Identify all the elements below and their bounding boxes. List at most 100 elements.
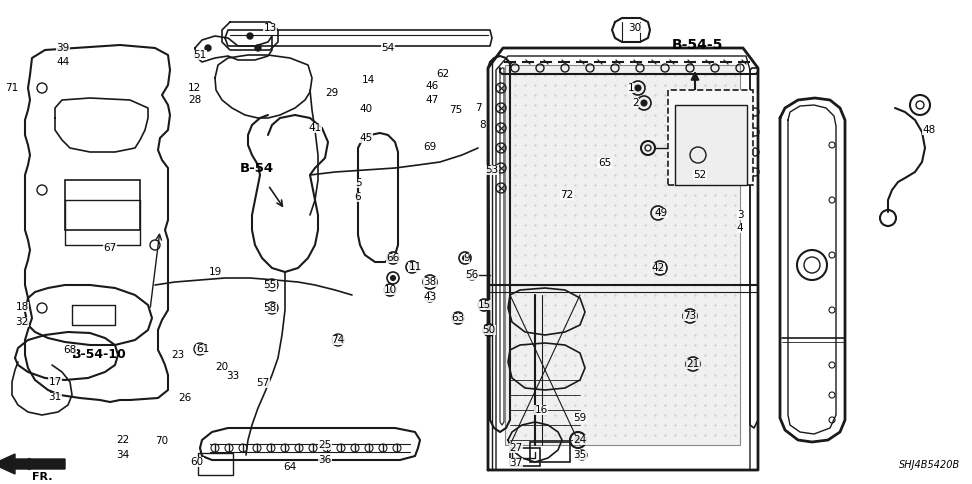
Text: 10: 10: [383, 285, 397, 295]
Text: 41: 41: [308, 123, 322, 133]
Text: 38: 38: [424, 277, 436, 287]
Text: 18: 18: [16, 302, 28, 312]
Text: 9: 9: [464, 253, 470, 263]
Text: 67: 67: [103, 243, 117, 253]
Text: 69: 69: [424, 142, 436, 152]
Text: 35: 35: [573, 450, 587, 460]
Text: B-54-5: B-54-5: [672, 38, 723, 52]
Circle shape: [247, 33, 253, 39]
FancyArrow shape: [0, 454, 65, 474]
Text: 1: 1: [628, 83, 635, 93]
Text: 58: 58: [263, 303, 277, 313]
Text: 24: 24: [573, 435, 587, 445]
Text: 5: 5: [355, 178, 362, 188]
Text: 75: 75: [449, 105, 463, 115]
Circle shape: [690, 361, 696, 367]
Circle shape: [463, 256, 468, 260]
Text: 29: 29: [326, 88, 338, 98]
Bar: [505, 65, 740, 445]
Text: 11: 11: [408, 262, 422, 272]
Text: 46: 46: [426, 81, 438, 91]
Text: 19: 19: [208, 267, 222, 277]
Text: 8: 8: [480, 120, 486, 130]
Text: 37: 37: [509, 458, 523, 468]
Text: 39: 39: [56, 43, 70, 53]
Circle shape: [635, 85, 641, 91]
Text: SHJ4B5420B: SHJ4B5420B: [899, 460, 960, 470]
Circle shape: [255, 45, 261, 51]
Text: 48: 48: [922, 125, 936, 135]
Text: 59: 59: [573, 413, 587, 423]
Text: 73: 73: [683, 311, 697, 321]
Text: 44: 44: [56, 57, 70, 67]
Text: B-54: B-54: [240, 162, 274, 175]
Bar: [668, 90, 753, 185]
Circle shape: [481, 302, 487, 307]
Bar: [198, 453, 233, 475]
Text: 63: 63: [451, 313, 465, 323]
Text: 65: 65: [599, 158, 611, 168]
Text: 21: 21: [686, 359, 700, 369]
Text: 42: 42: [651, 263, 665, 273]
Text: 54: 54: [381, 43, 395, 53]
Text: 51: 51: [193, 50, 207, 60]
Text: 64: 64: [284, 462, 296, 472]
Bar: [530, 442, 570, 462]
Text: 66: 66: [387, 253, 399, 263]
Text: 6: 6: [355, 192, 362, 202]
Circle shape: [641, 100, 647, 106]
Text: 7: 7: [474, 103, 481, 113]
Text: 60: 60: [191, 457, 203, 467]
Text: 32: 32: [16, 317, 28, 327]
Text: 31: 31: [49, 392, 61, 402]
Text: 72: 72: [561, 190, 573, 200]
Text: 50: 50: [482, 325, 496, 335]
Text: 28: 28: [189, 95, 201, 105]
Circle shape: [687, 313, 693, 319]
Text: 3: 3: [737, 210, 744, 220]
Text: 43: 43: [424, 292, 436, 302]
Text: 61: 61: [196, 344, 210, 354]
Text: 47: 47: [426, 95, 438, 105]
Text: 27: 27: [509, 443, 523, 453]
Text: 49: 49: [654, 208, 668, 218]
Text: 40: 40: [360, 104, 372, 114]
Text: 15: 15: [477, 300, 491, 310]
Text: 74: 74: [331, 335, 345, 345]
Circle shape: [487, 328, 492, 333]
Text: 23: 23: [171, 350, 185, 360]
Text: 17: 17: [49, 377, 61, 387]
Text: 26: 26: [179, 393, 191, 403]
Text: 68: 68: [63, 345, 77, 355]
Circle shape: [657, 265, 663, 271]
Text: 12: 12: [188, 83, 200, 93]
Text: 36: 36: [319, 455, 331, 465]
Circle shape: [655, 210, 661, 216]
Bar: [510, 448, 540, 466]
Text: 4: 4: [737, 223, 744, 233]
Text: FR.: FR.: [32, 472, 52, 482]
Circle shape: [575, 437, 581, 443]
Text: 34: 34: [117, 450, 129, 460]
Text: 53: 53: [485, 165, 499, 175]
Circle shape: [388, 287, 393, 292]
Text: 25: 25: [319, 440, 331, 450]
Circle shape: [409, 264, 414, 270]
Circle shape: [205, 45, 211, 51]
Text: 56: 56: [466, 270, 478, 280]
Text: 57: 57: [257, 378, 269, 388]
Text: 20: 20: [216, 362, 228, 372]
Circle shape: [391, 256, 396, 260]
Text: 52: 52: [693, 170, 707, 180]
Text: 2: 2: [633, 98, 640, 108]
Circle shape: [391, 275, 396, 281]
Text: B-54-10: B-54-10: [72, 348, 126, 362]
Text: 70: 70: [156, 436, 168, 446]
Text: 55: 55: [263, 280, 277, 290]
Text: 33: 33: [226, 371, 240, 381]
Text: 30: 30: [629, 23, 642, 33]
Text: 14: 14: [362, 75, 374, 85]
Bar: [65, 180, 140, 230]
Text: 13: 13: [263, 23, 277, 33]
Text: 16: 16: [535, 405, 547, 415]
